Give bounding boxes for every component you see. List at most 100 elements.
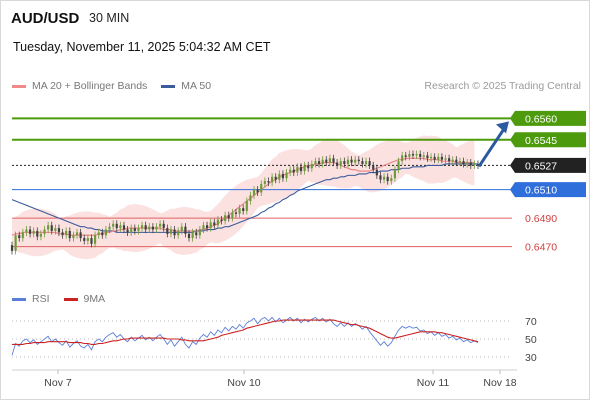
level-tag-0.6545 (515, 132, 586, 148)
candle-body (346, 159, 350, 164)
candle-body (339, 161, 342, 166)
candle-body (166, 228, 169, 234)
legend-swatch-9ma (63, 297, 78, 301)
candle-body (169, 229, 173, 234)
datetime-label: Tuesday, November 11, 2025 5:04:32 AM CE… (13, 40, 271, 54)
candle-body (390, 178, 393, 182)
candle-body (325, 159, 328, 163)
candle-body (209, 222, 212, 229)
candle-body (108, 226, 111, 230)
candle-body (393, 169, 396, 179)
candle-body (466, 162, 469, 164)
candle-body (130, 228, 133, 233)
candle-body (310, 163, 313, 169)
candle-body (202, 225, 205, 230)
level-tag-pointer-0.6560 (510, 110, 515, 126)
candle-body (148, 226, 151, 230)
candle-body (140, 225, 144, 229)
candle-body (224, 215, 227, 221)
candle-body (213, 222, 216, 226)
rsi-9ma-line (12, 319, 479, 345)
candle-body (187, 233, 191, 239)
candle-body (357, 159, 360, 162)
candle-body (299, 166, 303, 172)
candle-body (408, 154, 411, 157)
candle-body (191, 232, 194, 239)
level-tag-pointer-0.6510 (510, 182, 515, 198)
candle-body (281, 173, 285, 179)
x-tick-label-nov-18: Nov 18 (483, 377, 516, 389)
level-tag-0.6510 (515, 182, 586, 198)
legend-ma50: MA 50 (161, 80, 211, 92)
candle-body (437, 156, 440, 160)
candle-body (177, 230, 180, 236)
candle-body (401, 155, 404, 162)
candle-body (57, 228, 61, 233)
candle-body (368, 161, 371, 166)
candle-body (83, 238, 86, 241)
candle-body (119, 225, 122, 229)
candle-body (10, 245, 14, 251)
candle-body (451, 159, 454, 162)
candle-body (252, 189, 256, 196)
candle-body (404, 155, 407, 157)
candle-body (155, 226, 158, 230)
candle-body (263, 181, 266, 184)
legend-9ma-label: 9MA (83, 293, 106, 305)
candle-body (473, 163, 476, 166)
candle-body (332, 158, 335, 163)
candle-body (285, 172, 288, 179)
candle-body (68, 230, 71, 239)
candle-body (372, 165, 375, 170)
level-label-0.6560: 0.6560 (525, 113, 557, 125)
candle-body (115, 223, 118, 229)
candle-body (14, 235, 17, 251)
candle-body (39, 233, 42, 237)
candle-body (307, 165, 310, 169)
projection-arrow-head (496, 121, 509, 134)
rsi-legend: RSI 9MA (12, 293, 119, 305)
research-credit: Research © 2025 Trading Central (424, 80, 581, 92)
candle-body (440, 156, 443, 160)
candle-body (469, 162, 472, 166)
level-label-0.6510: 0.6510 (525, 185, 557, 197)
legend-ma20-bb: MA 20 + Bollinger Bands (12, 80, 147, 92)
candle-body (415, 154, 418, 156)
candle-body (386, 176, 389, 182)
x-tick-label-nov-10: Nov 10 (227, 377, 260, 389)
candle-body (321, 159, 324, 164)
candle-body (271, 176, 274, 183)
level-tag-0.6560 (515, 110, 586, 126)
candle-body (343, 161, 346, 164)
candle-body (104, 229, 108, 236)
candle-body (159, 223, 162, 227)
candle-body (245, 201, 248, 211)
candle-body (397, 161, 400, 170)
candle-body (198, 229, 201, 236)
candle-body (86, 238, 89, 241)
legend-rsi-label: RSI (32, 293, 50, 305)
bollinger-band-area (12, 135, 475, 260)
candle-body (195, 232, 198, 236)
legend-swatch-ma20 (12, 84, 26, 88)
candle-body (448, 158, 451, 162)
candle-body (216, 219, 219, 226)
candle-body (43, 229, 46, 234)
candle-body (126, 229, 129, 233)
timeframe-label: 30 MIN (89, 11, 130, 25)
candle-body (444, 158, 447, 160)
candle-body (220, 219, 223, 221)
candle-body (122, 225, 126, 230)
legend-swatch-ma50 (161, 84, 176, 88)
candle-body (137, 228, 140, 231)
candle-body (278, 173, 281, 180)
legend-ma50-label: MA 50 (181, 80, 212, 92)
candle-body (180, 226, 183, 231)
candle-body (256, 189, 259, 193)
legend-rsi: RSI (12, 293, 50, 305)
candle-body (162, 223, 165, 229)
candle-body (97, 232, 100, 236)
candle-body (422, 155, 425, 157)
candle-body (25, 229, 28, 233)
